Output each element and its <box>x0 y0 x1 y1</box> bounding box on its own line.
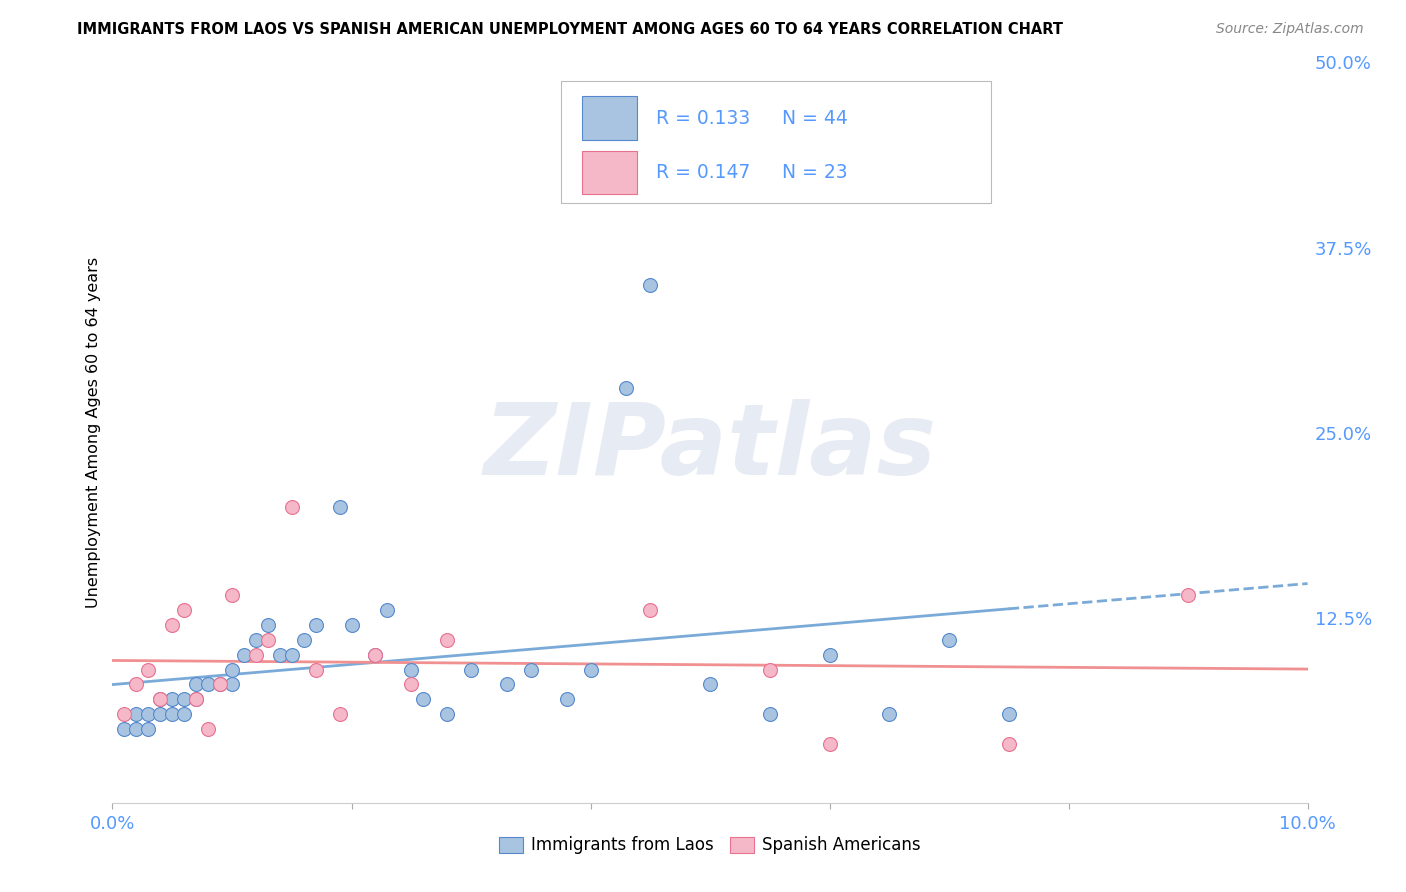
Point <box>281 500 304 514</box>
Point <box>699 677 721 691</box>
Point <box>401 677 423 691</box>
Point <box>186 692 208 706</box>
Point <box>114 722 135 736</box>
FancyBboxPatch shape <box>582 151 637 194</box>
Text: R = 0.147: R = 0.147 <box>657 163 751 182</box>
Point <box>998 737 1021 751</box>
Point <box>162 706 183 721</box>
Point <box>257 632 280 647</box>
Point <box>640 603 662 617</box>
Point <box>377 603 399 617</box>
Point <box>759 663 782 677</box>
Legend: Immigrants from Laos, Spanish Americans: Immigrants from Laos, Spanish Americans <box>492 830 928 861</box>
Point <box>401 663 423 677</box>
Text: Source: ZipAtlas.com: Source: ZipAtlas.com <box>1216 22 1364 37</box>
Point <box>186 677 208 691</box>
Text: N = 44: N = 44 <box>782 109 848 128</box>
Point <box>125 722 148 736</box>
Point <box>173 603 195 617</box>
FancyBboxPatch shape <box>561 81 991 203</box>
Point <box>197 722 219 736</box>
Point <box>305 663 328 677</box>
Point <box>173 692 195 706</box>
Point <box>281 648 304 662</box>
Point <box>640 277 662 292</box>
Point <box>340 618 363 632</box>
Point <box>257 618 280 632</box>
Point <box>305 618 328 632</box>
Point <box>209 677 232 691</box>
Point <box>221 677 243 691</box>
Point <box>412 692 434 706</box>
Point <box>520 663 543 677</box>
Point <box>221 589 243 603</box>
Text: IMMIGRANTS FROM LAOS VS SPANISH AMERICAN UNEMPLOYMENT AMONG AGES 60 TO 64 YEARS : IMMIGRANTS FROM LAOS VS SPANISH AMERICAN… <box>77 22 1063 37</box>
Point <box>329 706 352 721</box>
Point <box>329 500 352 514</box>
Point <box>186 692 208 706</box>
Point <box>173 706 195 721</box>
Point <box>197 677 219 691</box>
Point <box>233 648 256 662</box>
Point <box>616 381 638 395</box>
Point <box>292 632 315 647</box>
FancyBboxPatch shape <box>582 96 637 140</box>
Text: R = 0.133: R = 0.133 <box>657 109 751 128</box>
Point <box>938 632 960 647</box>
Point <box>114 706 135 721</box>
Y-axis label: Unemployment Among Ages 60 to 64 years: Unemployment Among Ages 60 to 64 years <box>86 257 101 608</box>
Point <box>162 618 183 632</box>
Point <box>149 692 172 706</box>
Text: ZIPatlas: ZIPatlas <box>484 399 936 496</box>
Point <box>1177 589 1199 603</box>
Point <box>209 677 232 691</box>
Point <box>125 706 148 721</box>
Text: N = 23: N = 23 <box>782 163 848 182</box>
Point <box>460 663 482 677</box>
Point <box>125 677 148 691</box>
Point <box>245 632 267 647</box>
Point <box>879 706 901 721</box>
Point <box>221 663 243 677</box>
Point <box>818 737 841 751</box>
Point <box>496 677 519 691</box>
Point <box>364 648 387 662</box>
Point <box>436 632 458 647</box>
Point <box>269 648 291 662</box>
Point <box>818 648 841 662</box>
Point <box>149 692 172 706</box>
Point <box>364 648 387 662</box>
Point <box>245 648 267 662</box>
Point <box>579 663 602 677</box>
Point <box>138 706 160 721</box>
Point <box>759 706 782 721</box>
Point <box>555 692 578 706</box>
Point <box>138 663 160 677</box>
Point <box>138 722 160 736</box>
Point <box>998 706 1021 721</box>
Point <box>436 706 458 721</box>
Point <box>162 692 183 706</box>
Point <box>149 706 172 721</box>
